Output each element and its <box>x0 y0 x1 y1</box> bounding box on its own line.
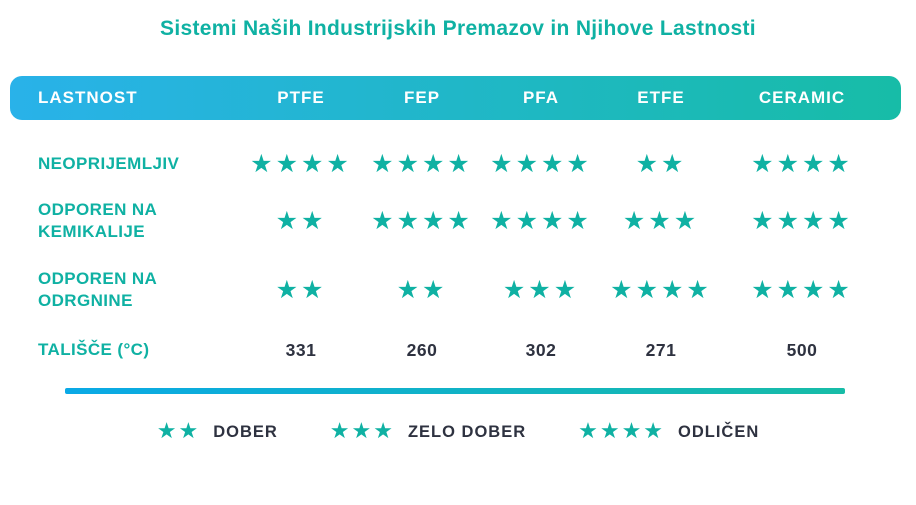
star-icon: ★★★★ <box>250 149 352 178</box>
star-rating-cell: ★★ <box>362 277 482 303</box>
star-icon: ★★ <box>635 149 687 178</box>
star-rating-cell: ★★★★ <box>240 151 362 177</box>
row-label: ODPOREN NA ODRGNINE <box>38 268 157 310</box>
divider-line <box>65 388 845 394</box>
legend-item: ★★★ ZELO DOBER <box>330 421 526 443</box>
star-icon: ★★★ <box>622 206 700 235</box>
star-icon: ★★★★ <box>610 275 712 304</box>
legend-label: DOBER <box>213 422 278 441</box>
star-icon: ★★★★ <box>751 275 853 304</box>
legend: ★★ DOBER ★★★ ZELO DOBER ★★★★ ODLIČEN <box>0 421 916 443</box>
star-rating-cell: ★★★★ <box>482 208 600 234</box>
number-cell: 500 <box>786 339 818 360</box>
header-cell-lastnost: LASTNOST <box>38 88 138 107</box>
star-icon: ★★ <box>275 206 327 235</box>
legend-label: ODLIČEN <box>678 422 760 441</box>
row-label: ODPOREN NA KEMIKALIJE <box>38 199 157 241</box>
star-rating-cell: ★★ <box>600 151 722 177</box>
header-cell-ptfe: PTFE <box>277 88 325 107</box>
star-rating-cell: ★★★ <box>482 277 600 303</box>
star-rating-cell: ★★★★ <box>722 151 882 177</box>
table-row: TALIŠČE (°C) 331 260 302 271 500 <box>10 328 901 372</box>
star-rating-cell: ★★★★ <box>722 208 882 234</box>
star-rating-cell: ★★★★ <box>362 208 482 234</box>
star-icon: ★★★★ <box>578 419 666 444</box>
star-icon: ★★★★ <box>371 206 473 235</box>
row-label: NEOPRIJEMLJIV <box>38 153 180 173</box>
star-icon: ★★ <box>156 419 201 444</box>
star-icon: ★★★★ <box>490 149 592 178</box>
table-row: ODPOREN NA ODRGNINE ★★ ★★ ★★★ ★★★★ ★★★★ <box>10 252 901 328</box>
star-rating-cell: ★★★★ <box>482 151 600 177</box>
header-cell-etfe: ETFE <box>637 88 685 107</box>
star-icon: ★★★★ <box>371 149 473 178</box>
legend-item: ★★ DOBER <box>157 421 278 443</box>
star-rating-cell: ★★★★ <box>362 151 482 177</box>
table-row: NEOPRIJEMLJIV ★★★★ ★★★★ ★★★★ ★★ ★★★★ <box>10 138 901 190</box>
header-cell-pfa: PFA <box>522 88 560 107</box>
number-cell: 302 <box>525 339 557 360</box>
star-rating-cell: ★★ <box>240 208 362 234</box>
star-rating-cell: ★★★★ <box>722 277 882 303</box>
star-icon: ★★★★ <box>751 149 853 178</box>
star-rating-cell: ★★★★ <box>600 277 722 303</box>
table-body: NEOPRIJEMLJIV ★★★★ ★★★★ ★★★★ ★★ ★★★★ ODPOREN N… <box>10 138 901 372</box>
header-cell-ceramic: CERAMIC <box>758 88 846 107</box>
star-icon: ★★★ <box>502 275 580 304</box>
legend-item: ★★★★ ODLIČEN <box>578 421 759 443</box>
row-label: TALIŠČE (°C) <box>38 339 150 359</box>
header-cell-fep: FEP <box>403 88 441 107</box>
number-cell: 331 <box>285 339 317 360</box>
star-icon: ★★★★ <box>751 206 853 235</box>
number-cell: 271 <box>645 339 677 360</box>
number-cell: 260 <box>406 339 438 360</box>
infographic-page: Sistemi Naših Industrijskih Premazov in … <box>0 17 916 505</box>
table-row: ODPOREN NA KEMIKALIJE ★★ ★★★★ ★★★★ ★★★ ★★★★ <box>10 190 901 252</box>
table-header-bar: LASTNOST PTFE FEP PFA ETFE CERAMIC <box>10 76 901 120</box>
star-rating-cell: ★★ <box>240 277 362 303</box>
legend-label: ZELO DOBER <box>407 422 527 441</box>
page-title: Sistemi Naših Industrijskih Premazov in … <box>160 17 756 40</box>
star-icon: ★★ <box>275 275 327 304</box>
star-icon: ★★★★ <box>490 206 592 235</box>
star-rating-cell: ★★★ <box>600 208 722 234</box>
star-icon: ★★★ <box>329 419 395 444</box>
star-icon: ★★ <box>396 275 448 304</box>
